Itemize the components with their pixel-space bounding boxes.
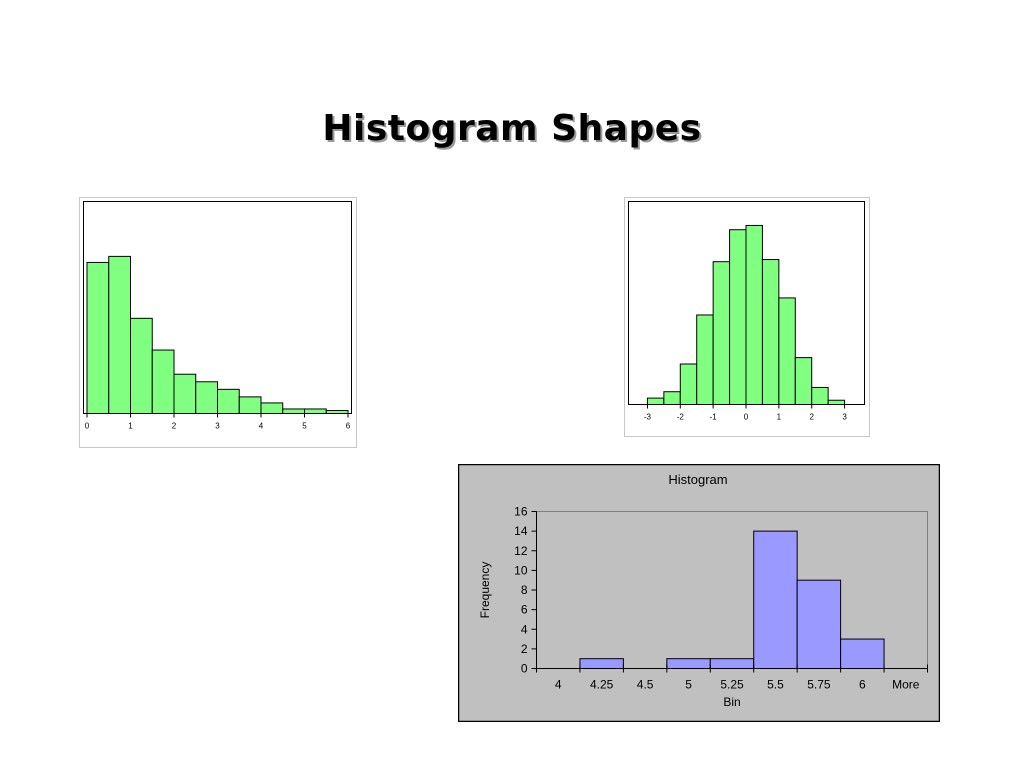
excel-histogram-chart: Histogram Frequency Bin 0 2 4 6 8 10 12 14 16 4 4… — [458, 464, 940, 722]
x-tick-label: 5 — [302, 422, 307, 431]
x-tick-label: -1 — [710, 413, 718, 422]
histogram-bar — [217, 388, 240, 414]
y-tick-label: 10 — [514, 563, 528, 577]
x-tick-label: 0 — [744, 413, 749, 422]
slide-title: Histogram Shapes — [322, 108, 702, 149]
x-tick-label: 4 — [259, 422, 264, 431]
histogram-bar — [679, 363, 698, 405]
y-tick-label: 6 — [521, 603, 528, 617]
histogram-bar — [796, 579, 842, 669]
histogram-bar — [130, 317, 153, 414]
x-axis-label: Bin — [723, 695, 740, 709]
y-tick-label: 12 — [514, 544, 528, 558]
x-tick-label: 6 — [346, 422, 351, 431]
histogram-bar — [709, 658, 755, 669]
histogram-bar — [778, 297, 796, 405]
y-tick-label: 2 — [521, 642, 528, 656]
x-tick-label: 4 — [555, 678, 562, 692]
histogram-bar — [827, 399, 846, 406]
x-tick-label: 2 — [172, 422, 177, 431]
x-tick-label: 1 — [128, 422, 133, 431]
histogram-bar — [173, 373, 197, 415]
x-tick-label: 5.75 — [807, 678, 831, 692]
histogram-bar — [238, 396, 262, 414]
y-tick-label: 4 — [521, 622, 528, 636]
histogram-bar — [304, 408, 327, 414]
histogram-bar — [663, 391, 681, 405]
histogram-bar — [729, 229, 747, 405]
histogram-bar — [151, 349, 175, 415]
x-tick-label: 0 — [85, 422, 90, 431]
chart-title: Histogram — [668, 472, 727, 487]
histogram-bar — [108, 255, 131, 415]
histogram-bar — [195, 381, 218, 414]
histogram-bar — [282, 408, 305, 414]
x-tick-label: 4.25 — [590, 678, 614, 692]
histogram-bar — [579, 658, 624, 669]
histogram-bar — [761, 259, 780, 406]
histogram-bar — [712, 261, 731, 406]
y-tick-label: 16 — [514, 505, 528, 519]
histogram-bar — [753, 530, 798, 669]
histogram-bar — [666, 658, 711, 669]
histogram-bar — [260, 402, 284, 415]
x-tick-label: 4.5 — [637, 678, 654, 692]
y-tick-label: 14 — [514, 524, 528, 538]
x-tick-label: -2 — [677, 413, 685, 422]
y-tick-label: 0 — [521, 662, 528, 676]
x-tick-label: 6 — [859, 678, 866, 692]
x-tick-label: 5 — [685, 678, 692, 692]
histogram-bar — [794, 357, 813, 406]
x-tick-label: 1 — [777, 413, 782, 422]
x-tick-label: More — [892, 678, 920, 692]
y-tick-label: 8 — [521, 583, 528, 597]
y-axis-label: Frequency — [478, 562, 492, 619]
histogram-bar — [86, 261, 110, 414]
skewed-histogram-chart: 0 1 2 3 4 5 6 — [79, 197, 357, 448]
x-tick-label: 3 — [215, 422, 220, 431]
x-tick-label: 3 — [842, 413, 847, 422]
x-tick-label: 2 — [809, 413, 814, 422]
x-tick-label: 5.5 — [767, 678, 784, 692]
histogram-bar — [840, 638, 885, 669]
histogram-bar — [745, 224, 763, 405]
histogram-bar — [696, 314, 714, 405]
histogram-bar — [811, 386, 829, 406]
x-tick-label: -3 — [644, 413, 652, 422]
x-tick-label: 5.25 — [720, 678, 744, 692]
bell-histogram-chart: -3 -2 -1 0 1 2 3 — [624, 197, 870, 437]
histogram-bar — [646, 397, 665, 406]
